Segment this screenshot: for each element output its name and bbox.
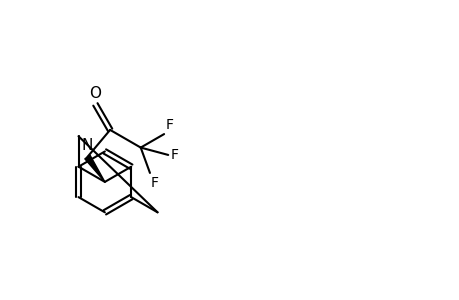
Text: F: F xyxy=(170,148,178,162)
Text: O: O xyxy=(89,86,101,101)
Text: N: N xyxy=(82,138,93,153)
Text: F: F xyxy=(166,118,174,132)
Text: F: F xyxy=(151,176,159,190)
Polygon shape xyxy=(84,155,105,182)
